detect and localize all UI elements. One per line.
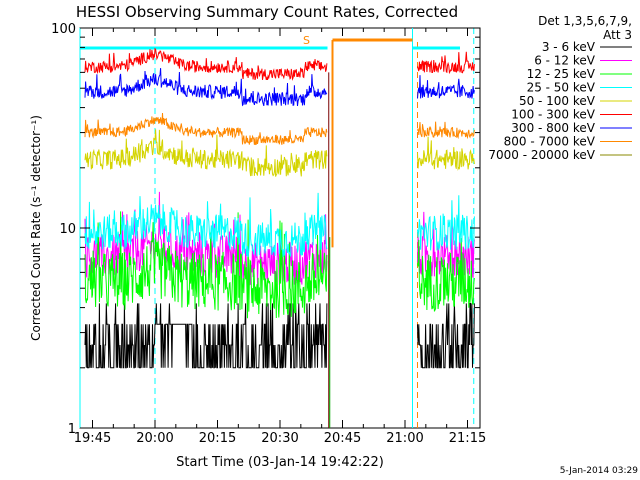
series-line (417, 238, 475, 312)
series-line (84, 192, 328, 258)
legend-header-2: Att 3 (603, 28, 632, 42)
legend-label: 6 - 12 keV (534, 54, 596, 68)
chart-title: HESSI Observing Summary Count Rates, Cor… (76, 3, 458, 21)
y-axis-label: Corrected Count Rate (s⁻¹ detector⁻¹) (29, 115, 43, 341)
y-tick-label: 100 (51, 22, 76, 37)
series-line (417, 302, 475, 369)
x-tick-label: 20:45 (324, 431, 361, 446)
series-line (84, 303, 328, 369)
series-line (417, 136, 475, 171)
x-tick-label: 19:45 (74, 431, 111, 446)
legend-header-1: Det 1,3,5,6,7,9, (538, 14, 632, 28)
x-tick-label: 20:15 (199, 431, 236, 446)
series-line (84, 211, 328, 319)
series-line (84, 112, 328, 146)
series-line (84, 68, 328, 107)
series-line (417, 195, 475, 251)
series-line (417, 51, 475, 75)
legend-label: 300 - 800 keV (511, 121, 595, 135)
x-tick-label: 21:00 (386, 431, 423, 446)
legend-label: 100 - 300 keV (511, 108, 595, 122)
saa-marker: S (303, 34, 310, 47)
legend-label: 50 - 100 keV (519, 94, 596, 108)
y-tick-label: 10 (59, 222, 76, 237)
legend-label: 3 - 6 keV (542, 40, 596, 54)
series-line (84, 47, 328, 81)
series-line (84, 129, 328, 177)
legend-label: 7000 - 20000 keV (488, 148, 595, 162)
x-axis-ticks: 19:45 20:00 20:15 20:30 20:45 21:00 21:15 (74, 28, 486, 446)
y-axis-ticks: 1 10 100 (51, 22, 480, 437)
legend-label: 25 - 50 keV (527, 81, 596, 95)
footer-date: 5-Jan-2014 03:29 (560, 466, 639, 476)
series-line (417, 75, 475, 99)
y-tick-label: 1 (68, 422, 76, 437)
plot-marks (79, 28, 475, 428)
legend-label: 12 - 25 keV (527, 67, 596, 81)
x-tick-label: 20:30 (261, 431, 298, 446)
x-tick-label: 21:15 (449, 431, 486, 446)
legend-label: 800 - 7000 keV (504, 135, 596, 149)
x-axis-label: Start Time (03-Jan-14 19:42:22) (176, 455, 384, 470)
x-tick-label: 20:00 (136, 431, 173, 446)
series-line (417, 121, 475, 140)
